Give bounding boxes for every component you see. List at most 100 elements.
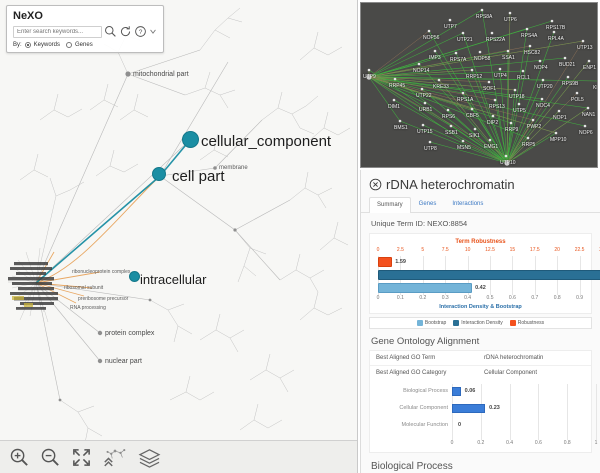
go-alignment-card: Best Aligned GO Term rDNA heterochromati… (369, 350, 598, 453)
legend-item-robustness: Robustness (509, 320, 545, 326)
go-bar-cellular-component (452, 404, 486, 413)
go-chart-category-label: Biological Process (403, 388, 448, 394)
axis-tick-bottom: 0.2 (419, 295, 427, 301)
chart-bottom-axis-label: Interaction Density & Bootstrap (439, 304, 522, 310)
section-title-biological-process: Biological Process (371, 461, 453, 472)
legend-label-interaction-density: Interaction Density (461, 320, 503, 326)
radio-genes[interactable] (66, 42, 73, 48)
axis-tick-top: 12.5 (485, 247, 495, 253)
go-chart-row: Molecular Function 0 (374, 420, 587, 435)
zoom-in-icon[interactable] (9, 447, 30, 468)
legend-swatch-interaction-density (453, 320, 460, 326)
gridline (509, 384, 511, 440)
search-input[interactable] (13, 25, 102, 38)
axis-tick-bottom: 0.6 (508, 295, 516, 301)
go-chart-row: Biological Process 0.06 (374, 386, 587, 401)
app-title: NeXO (13, 10, 43, 22)
search-by-label: By: (13, 42, 22, 48)
go-term-value: rDNA heterochromatin (484, 355, 544, 361)
svg-text:?: ? (139, 29, 143, 36)
axis-tick-bottom: 0.3 (441, 295, 449, 301)
help-icon[interactable]: ? (134, 25, 147, 38)
term-robustness-chart: Term Robustness 0 2.5 5 7.5 10 12.5 15 17.5 20 22… (369, 233, 600, 314)
layers-icon[interactable] (138, 447, 161, 468)
page-title: rDNA heterochromatin (386, 177, 515, 192)
go-chart-category-label: Molecular Function (401, 422, 448, 428)
zoom-out-icon[interactable] (40, 447, 61, 468)
go-axis-tick: 0.2 (477, 440, 485, 446)
go-axis-tick: 0 (450, 440, 454, 446)
go-alignment-chart: Biological Process 0.06 Cellular Component… (374, 384, 597, 440)
tab-genes[interactable]: Genes (418, 201, 437, 207)
go-bar-value: 0.23 (489, 405, 500, 411)
collapse-icon[interactable] (102, 447, 128, 468)
legend-item-interaction-density: Interaction Density (453, 320, 503, 326)
go-category-key: Best Aligned GO Category (376, 370, 447, 376)
axis-tick-top: 10 (464, 247, 471, 253)
gene-interaction-network[interactable]: UTP9 UTP7 RPS8A UTP6 RPS17B NOP56 UTP21 RPS22A R… (360, 2, 598, 168)
ontology-tree-graph[interactable] (0, 0, 358, 473)
legend-swatch-robustness (509, 320, 516, 326)
unique-term-id: Unique Term ID: NEXO:8854 (371, 219, 468, 228)
gridline (567, 384, 569, 440)
search-panel[interactable]: NeXO ? (6, 5, 164, 53)
ontology-tree-panel[interactable]: cellular_component cell part intracellul… (0, 0, 358, 473)
legend-label-bootstrap: Bootstrap (424, 320, 447, 326)
chart-legend: Bootstrap Interaction Density Robustness (369, 317, 592, 329)
search-by-row[interactable]: By: Keywords Genes (13, 42, 157, 48)
chevron-down-icon[interactable] (149, 25, 157, 38)
axis-tick-bottom: 0.4 (464, 295, 472, 301)
term-info-panel[interactable]: rDNA heterochromatin Summary Genes Inter… (360, 170, 600, 473)
axis-tick-top: 0 (376, 247, 380, 253)
axis-tick-top: 20 (554, 247, 560, 253)
table-row: Best Aligned GO Term rDNA heterochromati… (370, 351, 591, 365)
go-term-key: Best Aligned GO Term (376, 355, 436, 361)
gridline (538, 384, 540, 440)
search-icon[interactable] (104, 25, 117, 38)
axis-tick-bottom: 0 (376, 295, 380, 301)
bar-interaction-density (378, 270, 600, 280)
gene-network-edges (366, 8, 597, 166)
bar-bootstrap (378, 283, 473, 293)
go-chart-category-label: Cellular Component (399, 405, 448, 411)
gridline (596, 384, 597, 440)
go-category-value: Cellular Component (484, 370, 538, 376)
go-chart-row: Cellular Component 0.23 (374, 403, 587, 418)
axis-tick-top: 2.5 (396, 247, 404, 253)
bar-robustness-value: 1.59 (395, 259, 406, 265)
hub-node-cellular-component[interactable] (182, 131, 199, 148)
table-row: Best Aligned GO Category Cellular Compon… (370, 365, 591, 380)
go-axis-tick: 0.8 (563, 440, 571, 446)
axis-tick-bottom: 0.8 (553, 295, 561, 301)
radio-genes-label: Genes (75, 42, 93, 48)
axis-tick-top: 17.5 (529, 247, 540, 253)
legend-label-robustness: Robustness (517, 320, 545, 326)
axis-tick-top: 7.5 (441, 247, 449, 253)
legend-swatch-bootstrap (416, 320, 423, 326)
info-tabs[interactable]: Summary Genes Interactions (361, 196, 600, 213)
radio-keywords[interactable] (24, 42, 31, 48)
legend-item-bootstrap: Bootstrap (416, 320, 447, 326)
go-axis-tick: 1 (594, 440, 598, 446)
axis-tick-bottom: 0.9 (576, 295, 584, 301)
go-chart-axis: 0 0.2 0.4 0.6 0.8 1 (374, 440, 598, 449)
tab-summary[interactable]: Summary (369, 197, 411, 213)
chart-bottom-axis: 00.10.20.30.40.50.60.70.80.91 (376, 295, 584, 304)
chart-bars-area: 1.59 0.42 (378, 256, 600, 295)
go-bar-value: 0 (458, 422, 462, 428)
tree-toolbar[interactable] (0, 440, 357, 473)
axis-tick-bottom: 0.5 (486, 295, 494, 301)
hub-node-intracellular[interactable] (129, 271, 140, 282)
bar-robustness (378, 257, 393, 267)
tab-interactions[interactable]: Interactions (452, 201, 484, 207)
hub-node-cell-part[interactable] (152, 167, 166, 181)
fit-to-screen-icon[interactable] (71, 447, 92, 468)
axis-tick-bottom: 0.7 (531, 295, 539, 301)
radio-keywords-label: Keywords (33, 42, 61, 48)
go-bar-biological-process (452, 387, 461, 396)
close-circle-icon[interactable] (369, 178, 382, 191)
axis-tick-bottom: 0.1 (396, 295, 404, 301)
axis-tick-top: 22.5 (574, 247, 585, 253)
refresh-icon[interactable] (119, 25, 132, 38)
